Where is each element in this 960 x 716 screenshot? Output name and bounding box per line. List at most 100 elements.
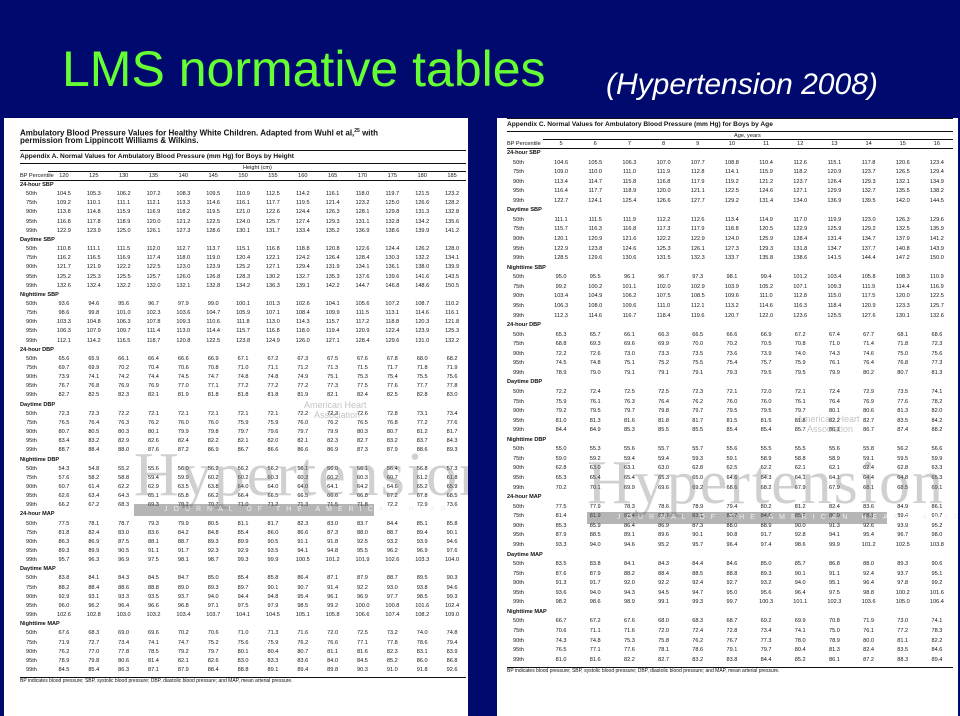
table-cell: 83.5	[897, 647, 909, 654]
table-cell: 132.4	[86, 282, 101, 289]
table-cell: 78.9	[58, 657, 70, 664]
table-cell: 116.8	[57, 218, 71, 225]
table-cell: 66.5	[267, 493, 279, 500]
table-cell: 73.6	[726, 350, 738, 357]
table-cell: 150.0	[929, 255, 944, 262]
table-cell: 81.5	[726, 417, 738, 424]
table-cell: 95.7	[58, 557, 70, 564]
table-cell: 85.2	[794, 656, 806, 663]
table-cell: 132.8	[385, 218, 400, 225]
table-cell: 129.3	[861, 178, 876, 185]
table-cell: 77.7	[416, 383, 428, 390]
table-cell: 111.0	[759, 293, 773, 300]
table-cell: 110.0	[588, 169, 603, 176]
table-cell: 55.8	[863, 446, 875, 453]
table-cell: 69.6	[658, 484, 670, 491]
table-cell: 128.4	[355, 337, 370, 344]
table-cell: 92.9	[237, 548, 249, 554]
table-cell: 106.4	[929, 599, 944, 606]
table-cell: 77.2	[237, 383, 249, 390]
table-cell: 89.6	[658, 532, 670, 539]
table-cell: 139.1	[295, 282, 310, 289]
percentile-label: 50th	[513, 274, 524, 281]
table-cell: 64.1	[828, 475, 840, 482]
table-cell: 79.4	[446, 639, 458, 646]
table-cell: 103.7	[206, 612, 221, 619]
table-cell: 67.7	[863, 331, 875, 338]
table-cell: 81.1	[237, 520, 249, 527]
table-cell: 112.0	[146, 246, 161, 253]
table-cell: 96.9	[416, 548, 428, 554]
table-cell: 78.1	[88, 520, 100, 527]
table-cell: 103.6	[861, 599, 876, 606]
table-cell: 112.1	[57, 337, 71, 344]
table-cell: 67.1	[237, 355, 249, 362]
watermark-seal: American Heart	[797, 414, 860, 424]
table-cell: 110.2	[445, 300, 459, 307]
table-cell: 123.0	[176, 264, 191, 271]
table-cell: 98.1	[177, 557, 189, 564]
table-cell: 101.2	[793, 274, 808, 281]
table-cell: 76.0	[177, 419, 189, 426]
table-cell: 82.1	[297, 438, 309, 445]
table-cell: 122.2	[656, 236, 671, 243]
table-cell: 119.4	[325, 328, 340, 335]
table-cell: 75.1	[327, 374, 339, 381]
table-cell: 82.3	[297, 520, 309, 527]
table-cell: 82.7	[58, 392, 70, 399]
table-cell: 96.4	[863, 580, 875, 587]
table-cell: 81.7	[446, 429, 458, 436]
table-cell: 74.9	[297, 374, 309, 381]
percentile-label: 99th	[26, 337, 37, 344]
table-cell: 98.0	[931, 532, 943, 539]
table-cell: 66.8	[357, 493, 368, 500]
table-cell: 143.9	[929, 245, 944, 252]
table-cell: 75.2	[207, 639, 219, 646]
percentile-label: 75th	[26, 474, 37, 481]
table-cell: 83.5	[555, 561, 567, 568]
table-cell: 124.1	[588, 197, 603, 204]
table-cell: 91.3	[555, 580, 567, 587]
table-cell: 85.2	[386, 657, 398, 664]
table-cell: 70.8	[828, 618, 840, 625]
table-cell: 88.1	[863, 513, 875, 520]
table-cell: 83.4	[58, 438, 70, 445]
table-cell: 128.1	[355, 209, 370, 216]
table-cell: 79.7	[207, 648, 219, 655]
table-cell: 81.3	[589, 417, 601, 424]
table-cell: 70.8	[207, 365, 219, 371]
table-cell: 122.7	[554, 197, 569, 204]
table-cell: 79.7	[760, 647, 772, 654]
table-cell: 77.6	[897, 398, 909, 405]
table-cell: 73.5	[692, 350, 704, 357]
table-cell: 122.6	[265, 209, 280, 216]
table-cell: 70.6	[555, 628, 567, 634]
table-cell: 55.5	[760, 446, 772, 453]
table-cell: 74.0	[416, 630, 428, 637]
column-header: 6	[593, 141, 597, 147]
table-cell: 71.3	[297, 502, 309, 509]
table-cell: 120.0	[895, 293, 910, 300]
table-cell: 88.7	[386, 575, 398, 582]
percentile-label: 99th	[513, 427, 524, 434]
table-cell: 81.1	[897, 637, 909, 644]
percentile-label: 99th	[26, 666, 37, 673]
table-cell: 93.6	[555, 589, 567, 596]
table-cell: 147.2	[895, 255, 910, 262]
table-cell: 67.2	[386, 493, 398, 500]
journal-watermark-strip: JOURNAL OF THE AMERICAN HEART ASSOCIATIO…	[134, 504, 468, 516]
table-cell: 71.9	[58, 639, 70, 646]
table-cell: 89.3	[446, 447, 458, 454]
table-cell: 110.4	[759, 159, 773, 166]
table-cell: 108.0	[588, 302, 603, 309]
table-cell: 89.0	[177, 584, 189, 591]
table-cell: 105.0	[895, 599, 910, 606]
table-cell: 82.6	[148, 438, 159, 445]
table-cell: 81.4	[148, 657, 159, 664]
table-cell: 120.7	[724, 312, 739, 319]
table-cell: 91.8	[327, 538, 339, 545]
table-cell: 83.8	[589, 561, 601, 568]
table-cell: 89.1	[623, 532, 635, 539]
table-cell: 93.5	[267, 548, 279, 554]
table-cell: 80.4	[794, 647, 806, 654]
